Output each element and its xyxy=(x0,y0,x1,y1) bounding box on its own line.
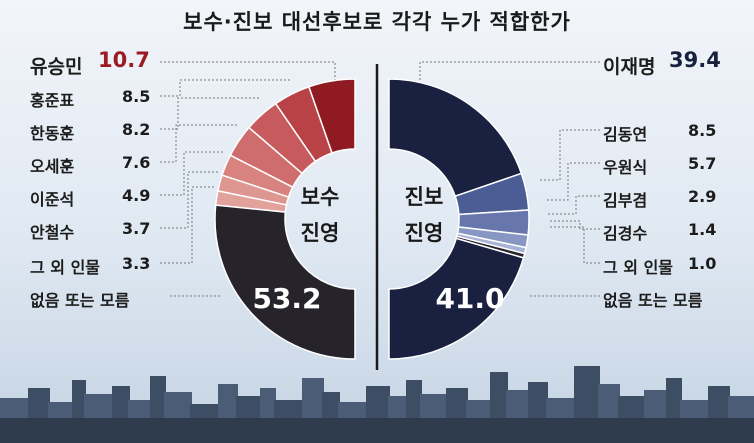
conservative-label-5: 안철수 xyxy=(30,223,75,242)
progressive-value-2: 5.7 xyxy=(688,154,717,173)
skyline-base xyxy=(0,418,754,443)
conservative-center-line1: 보수 xyxy=(301,185,340,209)
conservative-value-3: 7.6 xyxy=(122,153,151,172)
conservative-label-6: 그 외 인물 xyxy=(30,258,101,277)
conservative-slice-0 xyxy=(307,78,356,154)
leader-c-6 xyxy=(160,186,216,264)
leader-c-3 xyxy=(160,124,238,163)
progressive-label-1: 김동연 xyxy=(603,125,648,144)
conservative-slice-1 xyxy=(274,85,333,163)
leader-c-4 xyxy=(160,151,225,196)
leader-c-1 xyxy=(160,79,290,97)
progressive-label-5: 그 외 인물 xyxy=(603,258,674,277)
city-skyline-decoration xyxy=(0,366,754,443)
progressive-value-1: 8.5 xyxy=(688,121,717,140)
progressive-label-4: 김경수 xyxy=(603,224,648,243)
conservative-donut xyxy=(214,78,356,360)
leader-p-5 xyxy=(548,226,600,264)
progressive-label-2: 우원식 xyxy=(603,158,648,177)
leader-lines xyxy=(160,61,600,297)
conservative-value-1: 8.5 xyxy=(122,87,151,106)
conservative-slice-3 xyxy=(229,126,304,189)
conservative-label-1: 홍준표 xyxy=(30,91,75,110)
conservative-label-7: 없음 또는 모름 xyxy=(30,291,130,310)
progressive-value-4: 1.4 xyxy=(688,220,717,239)
conservative-slice-4 xyxy=(221,154,294,199)
progressive-center-line2: 진영 xyxy=(405,221,444,245)
conservative-slice-7 xyxy=(214,204,356,360)
progressive-slice-0 xyxy=(388,78,523,198)
conservative-label-0: 유승민 xyxy=(30,56,83,78)
progressive-value-3: 2.9 xyxy=(688,187,717,206)
conservative-value-0: 10.7 xyxy=(98,48,150,72)
leader-p-1 xyxy=(540,129,600,181)
conservative-none-value: 53.2 xyxy=(252,282,321,315)
progressive-none-value: 41.0 xyxy=(435,282,504,315)
leader-p-2 xyxy=(545,162,600,201)
leader-c-2 xyxy=(160,97,260,130)
leader-c-0 xyxy=(160,61,336,82)
conservative-label-2: 한동훈 xyxy=(30,124,75,143)
chart-title: 보수·진보 대선후보로 각각 누가 적합한가 xyxy=(183,10,571,34)
progressive-donut xyxy=(388,78,530,360)
progressive-slice-6 xyxy=(388,237,525,360)
leader-p-0 xyxy=(419,61,600,80)
progressive-value-5: 1.0 xyxy=(688,254,717,273)
progressive-label-0: 이재명 xyxy=(603,56,656,78)
conservative-label-3: 오세훈 xyxy=(30,157,75,176)
progressive-label-6: 없음 또는 모름 xyxy=(603,291,703,310)
conservative-value-4: 4.9 xyxy=(122,186,151,205)
conservative-label-4: 이준석 xyxy=(30,190,75,209)
conservative-center-line2: 진영 xyxy=(301,221,340,245)
conservative-value-5: 3.7 xyxy=(122,219,151,238)
conservative-value-2: 8.2 xyxy=(122,120,151,139)
progressive-value-0: 39.4 xyxy=(669,48,721,72)
leader-c-5 xyxy=(160,171,218,229)
conservative-slice-2 xyxy=(247,102,317,175)
progressive-label-3: 김부겸 xyxy=(603,191,648,210)
progressive-center-line1: 진보 xyxy=(405,185,444,209)
leader-p-3 xyxy=(547,195,600,215)
conservative-value-6: 3.3 xyxy=(122,254,151,273)
leader-p-4 xyxy=(548,220,600,230)
